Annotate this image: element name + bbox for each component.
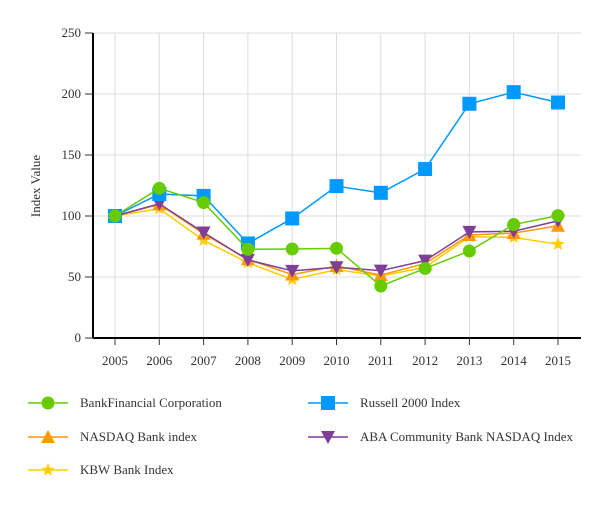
data-point [374,279,388,293]
legend-item[interactable]: Russell 2000 Index [308,393,460,413]
line-chart: 0 50 100 150 200 250 2005 2006 2007 2008 2009 2010… [28,25,581,368]
legend-marker [321,431,335,444]
data-point [285,211,300,226]
x-tick-label: 2011 [368,353,394,368]
data-point [462,244,476,258]
x-tick-label: 2006 [146,353,173,368]
legend-marker [41,396,55,410]
data-point [462,96,477,111]
legend-label: ABA Community Bank NASDAQ Index [360,429,574,444]
data-point [285,264,300,278]
data-point [329,261,344,275]
x-tick-label: 2012 [412,353,438,368]
data-point [462,225,477,239]
x-tick-label: 2008 [235,353,261,368]
y-tick-label: 250 [62,25,82,40]
legend-item[interactable]: KBW Bank Index [28,460,174,480]
data-point [373,264,388,278]
x-tick-label: 2014 [501,353,528,368]
legend-label: Russell 2000 Index [360,395,461,410]
x-tick-label: 2010 [324,353,350,368]
data-point [241,242,255,256]
y-tick-label: 200 [62,86,82,101]
data-point [240,253,255,267]
series-bankfinancial-corporation [108,181,565,293]
data-point [330,241,343,255]
data-point [551,237,565,250]
y-tick-label: 150 [62,147,82,162]
data-point [285,242,299,256]
x-tick-label: 2007 [191,353,218,368]
y-axis-ticks: 0 50 100 150 200 250 [62,25,93,345]
legend-marker [321,396,335,410]
data-point [197,196,211,210]
data-point [418,261,432,275]
series-group [108,85,565,293]
data-point [507,218,521,232]
legend: BankFinancial Corporation Russell 2000 In… [0,385,614,495]
x-tick-label: 2005 [102,353,128,368]
square-marker-icon [308,396,348,410]
data-point [418,254,433,268]
y-tick-label: 0 [75,330,82,345]
legend-label: KBW Bank Index [80,462,174,477]
data-point [418,162,433,177]
data-point [152,197,167,211]
legend-item[interactable]: NASDAQ Bank index [28,427,197,447]
series-aba-community-bank-nasdaq-index [108,197,565,278]
x-axis-ticks: 2005 2006 2007 2008 2009 2010 2011 2012 2013 2014… [102,338,571,368]
data-point [551,95,565,110]
legend-label: NASDAQ Bank index [80,429,197,444]
legend-item[interactable]: BankFinancial Corporation [28,393,222,413]
legend-marker [41,463,55,476]
x-tick-label: 2009 [279,353,305,368]
triangle-down-marker-icon [308,431,348,444]
data-point [551,209,565,223]
data-point [196,226,211,240]
data-point [373,185,388,200]
circle-marker-icon [28,396,68,410]
legend-label: BankFinancial Corporation [80,395,222,410]
y-axis-title: Index Value [28,155,43,217]
y-tick-label: 50 [68,269,81,284]
data-point [152,181,166,195]
x-tick-label: 2015 [545,353,571,368]
data-point [108,209,122,223]
gridlines [93,32,581,338]
triangle-up-marker-icon [28,430,68,443]
data-point [506,85,521,100]
star-marker-icon [28,463,68,476]
x-tick-label: 2013 [456,353,482,368]
y-tick-label: 100 [62,208,82,223]
data-point [329,179,344,194]
legend-marker [41,430,55,443]
data-point [196,233,211,247]
legend-item[interactable]: ABA Community Bank NASDAQ Index [308,427,573,447]
